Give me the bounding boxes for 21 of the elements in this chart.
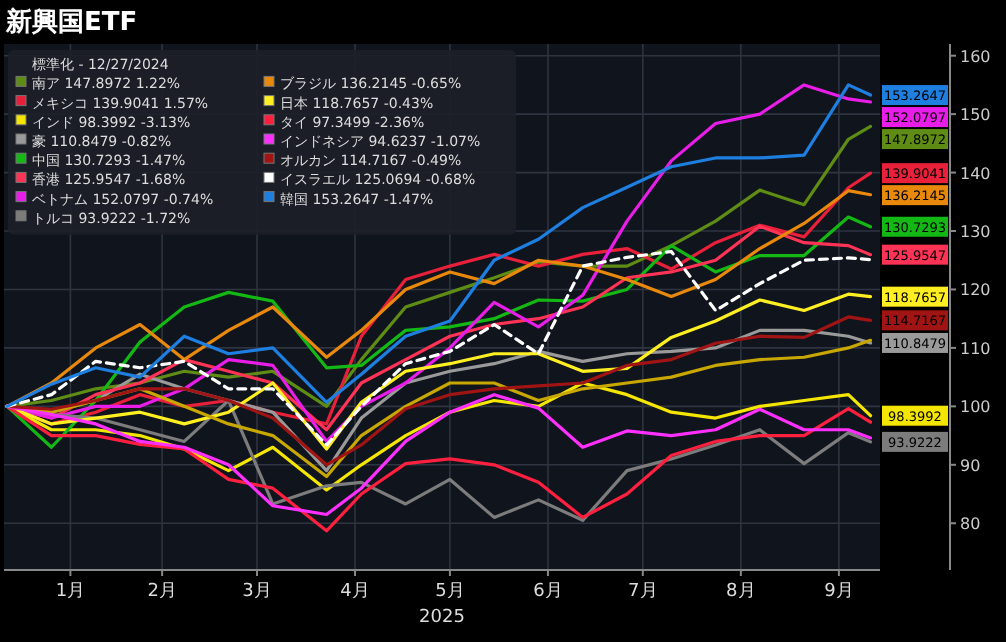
y-tick-label: 110 [960,339,991,358]
x-tick-label: 6月 [533,582,563,602]
x-tick-label: 4月 [340,582,370,602]
x-tick-label: 1月 [55,582,86,602]
x-tick-label: 7月 [628,582,658,602]
y-tick-label: 80 [960,515,981,534]
chart-title: 新興国ETF [4,6,138,38]
y-tick-label: 160 [960,47,991,66]
x-tick-label: 2月 [147,582,177,602]
x-axis-title: 2025 [419,608,465,628]
x-tick-label: 5月 [435,582,465,602]
y-tick-label: 90 [960,456,981,475]
y-tick-label: 130 [960,223,991,242]
y-tick-label: 150 [960,106,991,125]
y-tick-label: 120 [960,281,991,300]
x-tick-label: 9月 [824,582,854,602]
x-tick-label: 8月 [726,582,756,602]
x-tick-label: 3月 [242,582,272,602]
y-tick-label: 100 [960,398,991,417]
line-series [5,249,873,447]
y-tick-label: 140 [960,164,991,183]
